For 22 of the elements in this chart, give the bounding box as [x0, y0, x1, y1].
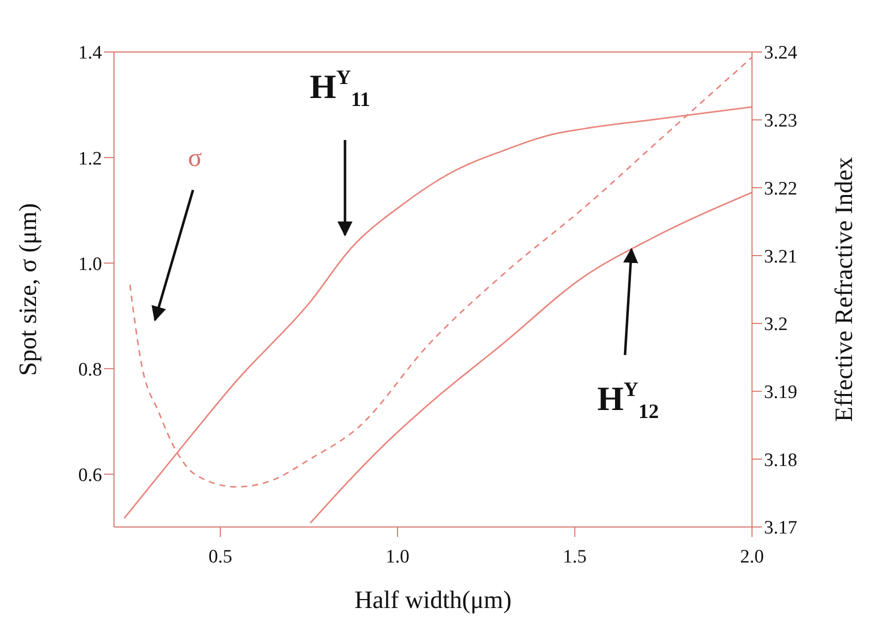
y-tick-label: 0.6	[78, 464, 102, 486]
y2-axis-title: Effective Refractive Index	[831, 156, 858, 422]
x-tick-label: 1.5	[562, 546, 587, 568]
y-tick-label: 1.4	[78, 42, 102, 64]
y2-tick-label: 3.19	[764, 382, 798, 404]
y2-tick-label: 3.2	[764, 314, 788, 336]
y-tick-label: 1.2	[78, 148, 102, 170]
y-tick-label: 0.8	[78, 359, 102, 380]
annotation: σ	[188, 142, 202, 172]
x-tick-label: 0.5	[208, 546, 232, 568]
y2-tick-label: 3.18	[764, 450, 798, 471]
y2-tick-label: 3.23	[764, 110, 798, 132]
y-tick-label: 1.0	[78, 254, 102, 275]
x-tick-label: 1.0	[386, 546, 410, 568]
x-tick-label: 2.0	[740, 546, 764, 568]
y2-tick-label: 3.17	[764, 518, 798, 539]
y-axis-title: Spot size, σ (μm)	[15, 203, 42, 376]
x-axis-title: Half width(μm)	[354, 587, 512, 614]
y2-tick-label: 3.24	[764, 42, 798, 64]
line-series	[310, 192, 752, 524]
y2-tick-label: 3.22	[764, 178, 798, 200]
y2-tick-label: 3.21	[764, 246, 798, 268]
